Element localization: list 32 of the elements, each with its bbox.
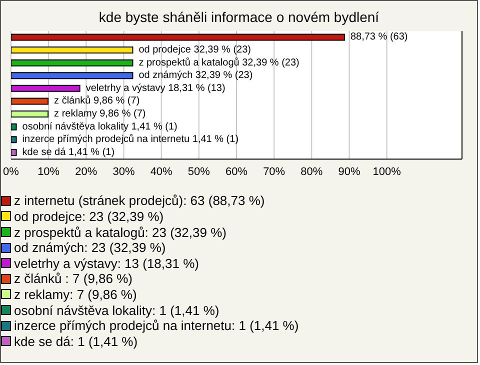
data-label: z reklamy 9,86 % (7) xyxy=(54,108,146,120)
data-label: kde se dá 1,41 % (1) xyxy=(22,146,115,158)
x-tick-label: 100% xyxy=(372,166,402,178)
x-tick-label: 70% xyxy=(263,166,286,178)
legend-label: z reklamy: 7 (9,86 %) xyxy=(14,286,137,302)
data-label: inzerce přímých prodejců na internetu 1,41 % (1) xyxy=(22,133,239,146)
legend-label: z internetu (stránek prodejců): 63 (88,73 %) xyxy=(14,193,265,208)
legend-label: od prodejce: 23 (32,39 %) xyxy=(14,208,164,224)
legend-label: z prospektů a katalogů: 23 (32,39 %) xyxy=(14,224,226,240)
x-tick-label: 80% xyxy=(300,166,323,178)
legend-label: inzerce přímých prodejců na internetu: 1 (1,41 %) xyxy=(14,318,299,334)
x-tick-label: 20% xyxy=(75,166,98,178)
x-tick-label: 10% xyxy=(38,166,60,178)
x-tick-label: 50% xyxy=(188,166,210,178)
legend-label: veletrhy a výstavy: 13 (18,31 %) xyxy=(14,256,199,271)
data-label: od prodejce 32,39 % (23) xyxy=(138,44,252,56)
data-label: od známých 32,39 % (23) xyxy=(138,70,253,82)
legend-label: osobní návštěva lokality: 1 (1,41 %) xyxy=(14,302,220,318)
data-label: veletrhy a výstavy 18,31 % (13) xyxy=(86,82,226,94)
x-tick-label: 0% xyxy=(3,166,20,178)
x-tick-label: 40% xyxy=(150,166,173,178)
legend-label: z článků : 7 (9,86 %) xyxy=(14,271,132,286)
x-tick-label: 30% xyxy=(112,166,135,178)
x-tick-label: 60% xyxy=(225,166,248,178)
data-label: 88,73 % (63) xyxy=(350,32,408,43)
data-label: z článků 9,86 % (7) xyxy=(54,94,140,107)
legend-label: kde se dá: 1 (1,41 %) xyxy=(14,334,138,349)
data-label: osobní návštěva lokality 1,41 % (1) xyxy=(22,121,178,132)
x-tick-label: 90% xyxy=(338,166,360,178)
data-label: z prospektů a katalogů 32,39 % (23) xyxy=(138,56,300,68)
legend-label: od známých: 23 (32,39 %) xyxy=(14,240,166,256)
chart-title: kde byste sháněli informace o novém bydlení xyxy=(98,8,380,27)
